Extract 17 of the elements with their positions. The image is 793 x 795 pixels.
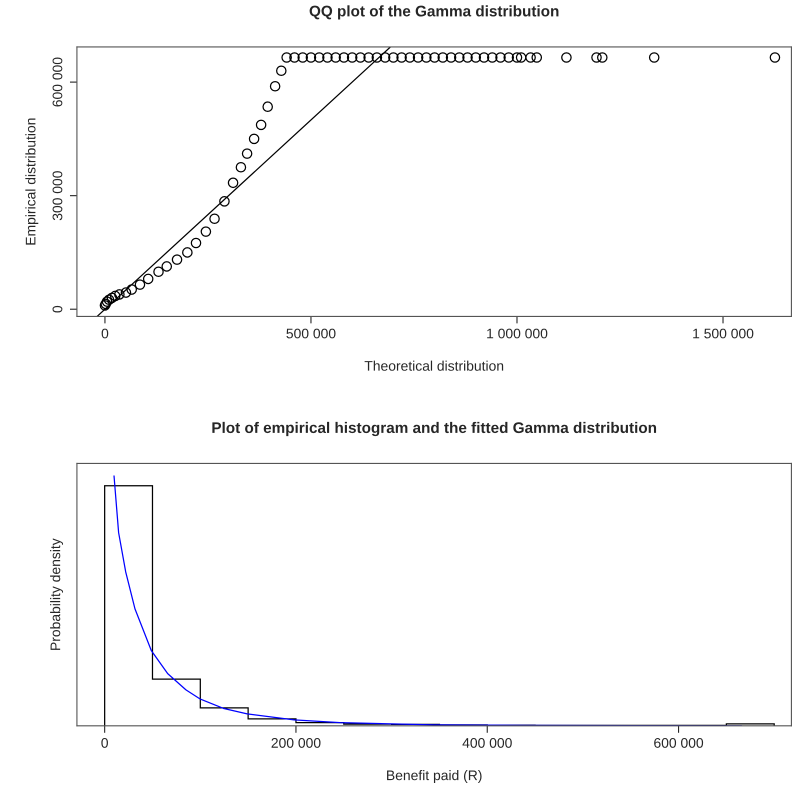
x-tick-label: 200 000 [272, 738, 321, 748]
chart-title: Plot of empirical histogram and the fitted Gamma distribution [212, 422, 656, 436]
y-tick-label: 300 000 [52, 171, 62, 220]
y-axis-title: Empirical distribution [25, 118, 38, 245]
chart-title: QQ plot of the Gamma distribution [310, 5, 558, 20]
x-tick-label: 500 000 [286, 328, 336, 338]
y-tick-label: 600 000 [52, 58, 62, 106]
x-tick-label: 1 000 000 [487, 328, 548, 338]
x-tick-label: 0 [101, 738, 108, 748]
x-tick-label: 0 [102, 328, 108, 338]
y-tick-label: 0 [52, 306, 62, 313]
x-tick-label: 600 000 [654, 738, 704, 748]
x-tick-label: 1 500 000 [693, 328, 754, 338]
y-axis-title: Probability density [50, 538, 64, 650]
x-tick-label: 400 000 [462, 738, 512, 748]
x-axis-title: Theoretical distribution [364, 360, 504, 371]
x-axis-title: Benefit paid (R) [387, 770, 482, 783]
